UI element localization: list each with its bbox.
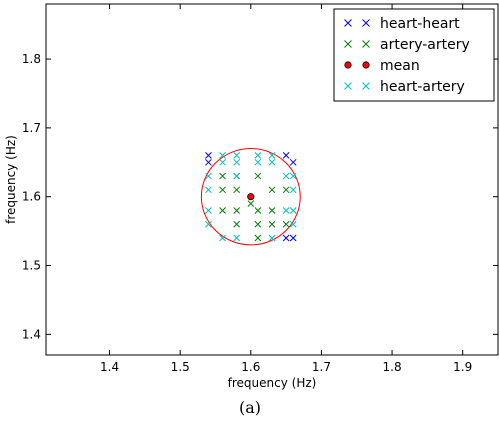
data-point-artery-artery	[219, 186, 226, 194]
data-point-heart-artery	[268, 158, 276, 166]
plot-frame	[45, 3, 499, 356]
data-point-artery-artery	[219, 207, 226, 214]
data-point-heart-artery	[282, 207, 290, 214]
data-point-heart-artery	[289, 172, 297, 180]
data-point-artery-artery	[233, 220, 241, 228]
data-point-artery-artery	[219, 172, 226, 180]
data-point-heart-artery	[268, 234, 276, 242]
data-point-artery-artery	[254, 220, 262, 228]
legend-marker-heart-heart	[344, 19, 352, 27]
legend-marker-artery-artery	[362, 40, 370, 48]
y-axis-label: frequency (Hz)	[4, 135, 18, 224]
data-point-artery-artery	[254, 234, 262, 242]
legend-marker-mean	[344, 61, 352, 69]
data-point-heart-artery	[233, 158, 241, 166]
x-tick-label: 1.8	[383, 360, 402, 374]
data-point-artery-artery	[233, 207, 241, 214]
x-tick-label: 1.7	[312, 360, 331, 374]
legend-marker-heart-artery	[362, 82, 370, 90]
data-point-heart-heart	[205, 152, 212, 159]
data-point-heart-artery	[233, 234, 241, 242]
y-tick-label: 1.5	[22, 259, 41, 273]
data-point-artery-artery	[268, 220, 276, 228]
data-point-heart-artery	[289, 220, 297, 228]
figure-caption: (a)	[238, 398, 262, 417]
data-point-artery-artery	[233, 186, 241, 194]
data-point-heart-artery	[289, 186, 297, 194]
data-point-heart-heart	[205, 158, 212, 166]
data-point-heart-heart	[289, 158, 297, 166]
data-point-heart-artery	[205, 207, 212, 214]
data-point-heart-artery	[233, 172, 241, 180]
data-point-artery-artery	[268, 207, 276, 214]
data-point-artery-artery	[282, 220, 290, 228]
y-tick-label: 1.8	[22, 52, 41, 66]
data-point-heart-heart	[282, 234, 290, 242]
data-point-heart-artery	[219, 234, 226, 242]
legend-label: heart-artery	[380, 79, 465, 95]
y-tick-label: 1.7	[22, 121, 41, 135]
legend-box	[333, 8, 495, 102]
x-tick-label: 1.4	[100, 360, 119, 374]
data-point-heart-artery	[205, 172, 212, 180]
data-point-heart-artery	[205, 186, 212, 194]
threshold-circle	[200, 148, 301, 246]
x-axis-label: frequency (Hz)	[228, 376, 317, 390]
data-point-artery-artery	[282, 186, 290, 194]
legend-marker-heart-heart	[362, 19, 370, 27]
x-tick-label: 1.9	[453, 360, 472, 374]
legend-marker-heart-artery	[344, 82, 352, 90]
legend-label: mean	[380, 58, 420, 74]
y-tick-label: 1.6	[22, 190, 41, 204]
data-point-artery-artery	[254, 207, 262, 214]
data-point-artery-artery	[268, 186, 276, 194]
legend-label: artery-artery	[380, 37, 470, 53]
x-tick-label: 1.5	[171, 360, 190, 374]
data-point-mean	[247, 193, 255, 201]
data-point-heart-artery	[219, 152, 226, 159]
data-point-heart-artery	[219, 158, 226, 166]
data-point-artery-artery	[254, 172, 262, 180]
legend-label: heart-heart	[380, 16, 460, 32]
x-tick-label: 1.6	[241, 360, 260, 374]
y-tick-label: 1.4	[22, 327, 41, 341]
data-point-heart-artery	[289, 207, 297, 214]
data-point-artery-artery	[247, 200, 255, 207]
legend-marker-artery-artery	[344, 40, 352, 48]
data-point-heart-artery	[254, 152, 262, 159]
data-point-heart-artery	[254, 158, 262, 166]
data-point-heart-artery	[205, 220, 212, 228]
scatter-plot: 1.4 1.5 1.6 1.7 1.8 1.9 1.4 1.5 1.6 1.7 1.8 frequen…	[4, 3, 499, 390]
data-point-heart-heart	[289, 234, 297, 242]
data-point-heart-artery	[282, 172, 290, 180]
data-point-heart-artery	[233, 152, 241, 159]
legend-marker-mean	[362, 61, 370, 69]
data-point-heart-heart	[282, 152, 290, 159]
data-point-heart-artery	[268, 152, 276, 159]
